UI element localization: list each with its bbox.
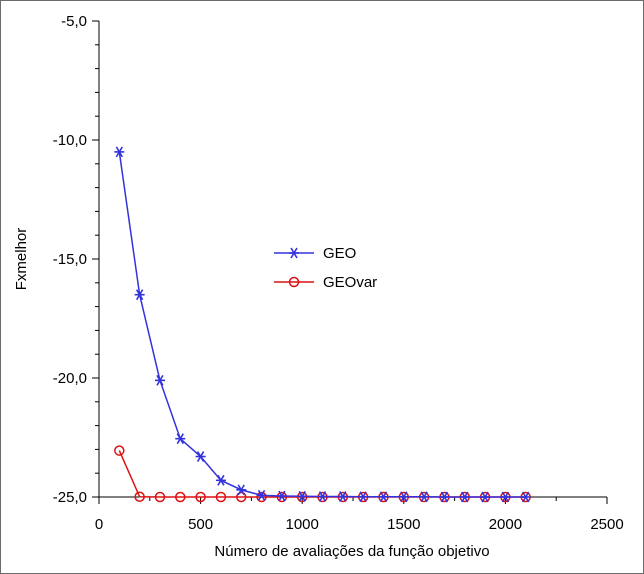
y-tick-label: -15,0 (53, 251, 87, 268)
x-tick-label: 0 (95, 516, 103, 533)
data-point (256, 489, 267, 501)
data-point (419, 491, 430, 503)
data-point (235, 491, 247, 503)
series-layer (114, 146, 531, 503)
series-line (118, 450, 526, 498)
data-point (215, 491, 227, 503)
legend-label: GEOvar (323, 274, 377, 291)
data-point (459, 491, 470, 503)
legend-marker (289, 247, 299, 259)
legend-marker (288, 276, 300, 288)
data-point (480, 491, 491, 503)
x-axis-label: Número de avaliações da função objetivo (214, 543, 489, 560)
data-point (236, 484, 247, 496)
data-point (317, 491, 328, 502)
data-point (378, 491, 389, 503)
data-point (215, 474, 226, 486)
data-point (154, 491, 166, 503)
data-point (500, 491, 511, 503)
data-point (337, 491, 348, 502)
x-tick-label: 1000 (286, 516, 319, 533)
y-tick-label: -25,0 (53, 489, 87, 506)
legend: GEO GEOvar (274, 245, 377, 291)
y-ticks: -5,0 -10,0 -15,0 -20,0 -25,0 (53, 13, 99, 506)
y-tick-label: -5,0 (61, 13, 87, 30)
data-point (276, 490, 287, 502)
legend-item-geo: GEO (274, 245, 356, 262)
x-tick-label: 2500 (590, 516, 623, 533)
data-point (114, 445, 125, 456)
series-geo (114, 146, 531, 503)
data-point (297, 490, 308, 502)
y-axis-label: Fxmelhor (13, 228, 30, 291)
data-point (520, 491, 531, 503)
data-point (256, 491, 267, 503)
data-point (134, 289, 145, 301)
data-point (114, 146, 125, 158)
data-point (358, 491, 369, 503)
legend-item-geovar: GEOvar (274, 274, 377, 291)
x-tick-label: 1500 (387, 516, 420, 533)
legend-label: GEO (323, 245, 356, 262)
data-point (154, 374, 165, 386)
data-point (398, 491, 409, 503)
x-tick-label: 2000 (489, 516, 522, 533)
y-tick-label: -10,0 (53, 132, 87, 149)
data-point (134, 491, 145, 503)
data-point (175, 433, 186, 445)
data-point (276, 491, 288, 503)
x-ticks: 0 500 1000 1500 2000 2500 (95, 497, 624, 533)
x-tick-label: 500 (188, 516, 213, 533)
data-point (195, 491, 206, 503)
data-point (439, 491, 450, 503)
series-line (118, 151, 526, 498)
data-point (175, 491, 186, 503)
data-point (195, 451, 206, 462)
y-tick-label: -20,0 (53, 370, 87, 387)
